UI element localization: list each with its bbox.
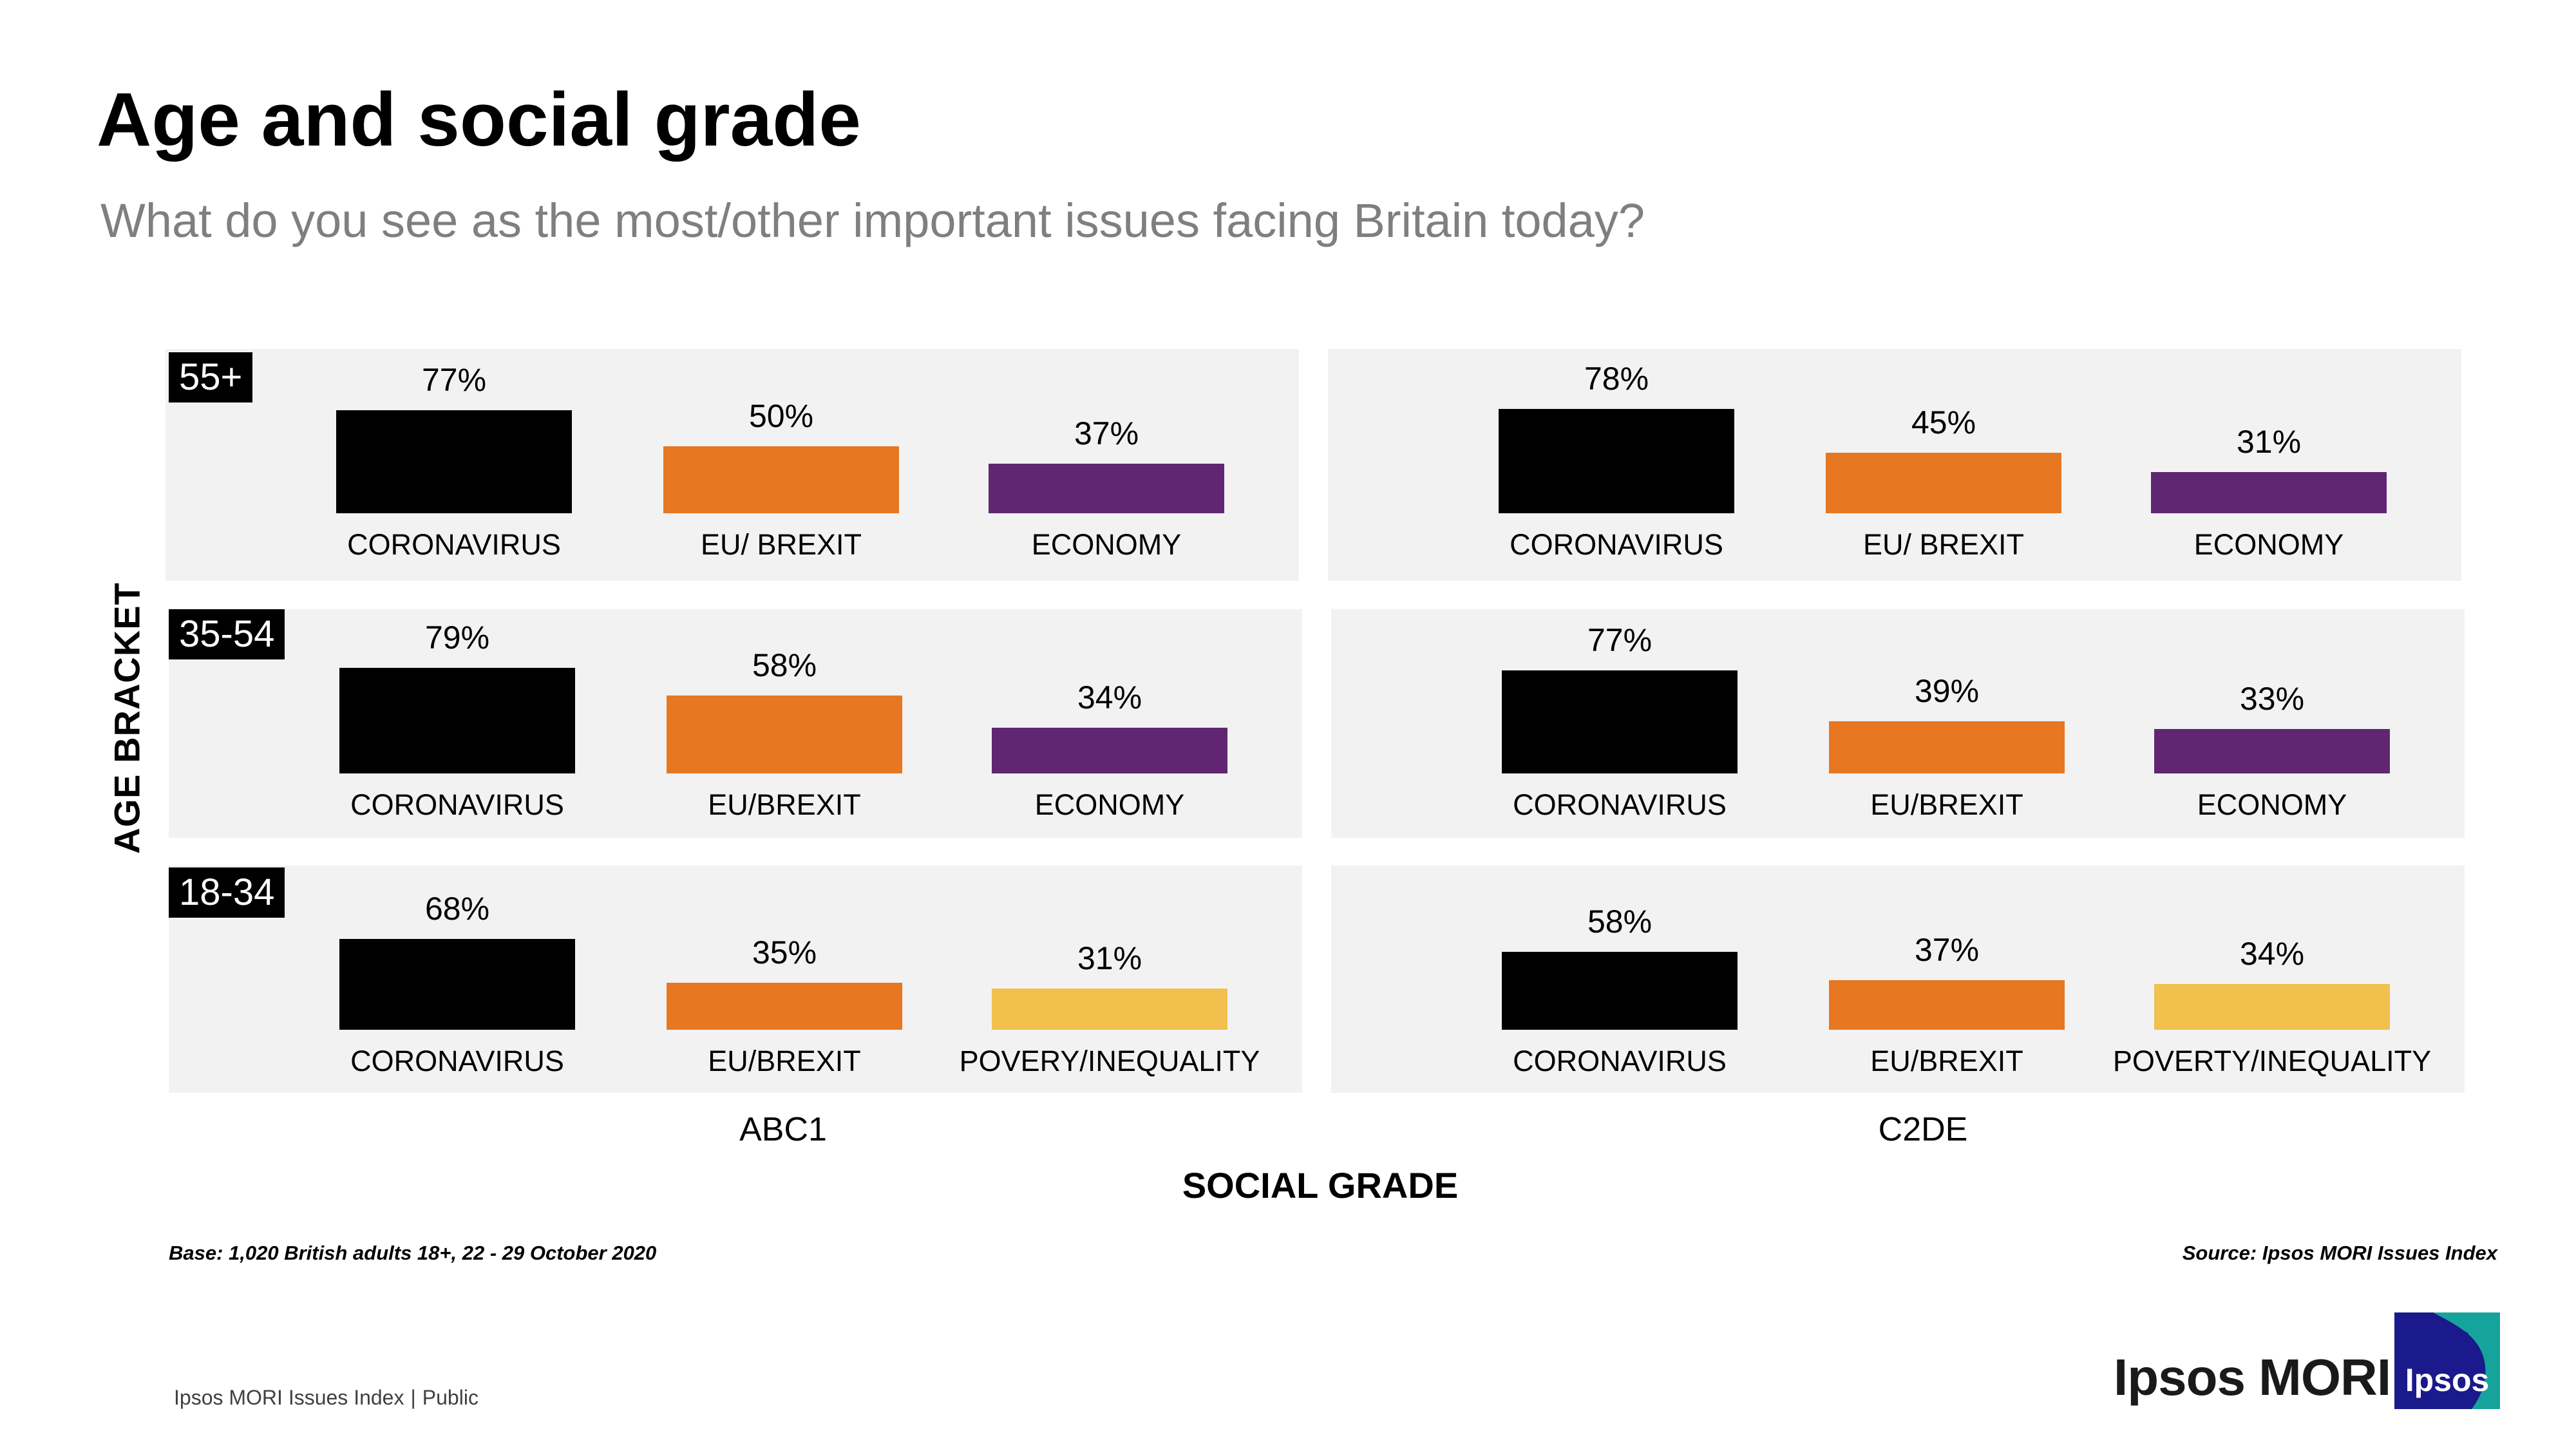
bar-value-label: 39%	[1914, 672, 1980, 709]
bar-brexit	[1826, 453, 2061, 513]
logo-accent-shape	[2433, 1312, 2500, 1409]
bar-category-label: ECONOMY	[2193, 528, 2344, 561]
footer-separator: |	[410, 1386, 416, 1409]
bar-value-label: 33%	[2239, 681, 2305, 717]
bar-category-label: ECONOMY	[2197, 788, 2347, 821]
bar-brexit	[663, 446, 899, 513]
bar-coronavirus	[1502, 670, 1738, 773]
bar-category-label: CORONAVIRUS	[347, 528, 561, 561]
bar-value-label: 34%	[1077, 679, 1142, 716]
bar-coronavirus	[1502, 952, 1738, 1030]
bar-category-label: EU/BREXIT	[1870, 788, 2023, 821]
base-note: Base: 1,020 British adults 18+, 22 - 29 …	[169, 1242, 657, 1264]
bar-coronavirus	[339, 667, 575, 773]
bar-economy	[2151, 471, 2387, 513]
bar-value-label: 31%	[1077, 940, 1142, 976]
source-note: Source: Ipsos MORI Issues Index	[2182, 1242, 2497, 1264]
bar-economy	[992, 728, 1227, 773]
bar-value-label: 68%	[424, 890, 490, 927]
bar-value-label: 79%	[424, 619, 490, 656]
logo-text: Ipsos	[2405, 1362, 2490, 1398]
footer: Ipsos MORI Issues Index | Public	[174, 1386, 478, 1410]
bar-category-label: CORONAVIRUS	[350, 788, 564, 821]
bar-value-label: 45%	[1911, 404, 1976, 441]
bar-category-label: CORONAVIRUS	[350, 1045, 564, 1077]
bar-value-label: 58%	[752, 647, 817, 684]
bar-value-label: 31%	[2236, 423, 2302, 460]
age-bracket-tag: 18-34	[169, 867, 285, 918]
bar-economy	[2154, 729, 2390, 773]
logo-head-shape	[2452, 1331, 2470, 1349]
x-axis-title: SOCIAL GRADE	[1182, 1165, 1459, 1206]
y-axis-title: AGE BRACKET	[106, 582, 147, 854]
bar-value-label: 78%	[1584, 360, 1649, 397]
bar-brexit	[1829, 721, 2065, 773]
bar-economy	[989, 464, 1224, 513]
bar-coronavirus	[336, 410, 572, 513]
bar-coronavirus	[1499, 408, 1734, 513]
bar-category-label: CORONAVIRUS	[1513, 788, 1727, 821]
bar-category-label: EU/BREXIT	[708, 1045, 861, 1077]
brand-wordmark: Ipsos MORI	[2114, 1349, 2391, 1406]
bar-category-label: POVERY/INEQUALITY	[959, 1045, 1260, 1077]
bar-value-label: 58%	[1587, 904, 1653, 940]
bar-brexit	[667, 696, 902, 773]
bar-value-label: 50%	[748, 398, 814, 434]
bar-category-label: CORONAVIRUS	[1510, 528, 1723, 561]
bar-inequality	[2154, 984, 2390, 1030]
bar-brexit	[1829, 980, 2065, 1030]
ipsos-logo: Ipsos	[2394, 1312, 2500, 1409]
bar-category-label: EU/BREXIT	[1870, 1045, 2023, 1077]
age-bracket-tag: 55+	[169, 352, 253, 402]
page-title: Age and social grade	[97, 77, 861, 162]
bar-value-label: 35%	[752, 934, 817, 971]
bar-value-label: 77%	[1587, 621, 1653, 658]
footer-left: Ipsos MORI Issues Index	[174, 1386, 404, 1409]
bar-brexit	[667, 983, 902, 1030]
bar-category-label: ECONOMY	[1031, 528, 1182, 561]
bar-category-label: CORONAVIRUS	[1513, 1045, 1727, 1077]
bar-category-label: ECONOMY	[1034, 788, 1185, 821]
bar-category-label: POVERTY/INEQUALITY	[2112, 1045, 2432, 1077]
page-subtitle: What do you see as the most/other import…	[100, 194, 1645, 247]
age-bracket-tag: 35-54	[169, 609, 285, 659]
bar-category-label: EU/ BREXIT	[700, 528, 862, 561]
footer-right: Public	[422, 1386, 478, 1409]
bar-value-label: 37%	[1074, 415, 1139, 452]
bar-value-label: 77%	[421, 361, 487, 398]
bar-value-label: 37%	[1914, 932, 1980, 969]
bar-inequality	[992, 988, 1227, 1030]
social-grade-label: ABC1	[739, 1111, 827, 1148]
bar-category-label: EU/BREXIT	[708, 788, 861, 821]
social-grade-label: C2DE	[1878, 1111, 1968, 1148]
ipsos-logo-graphic	[2394, 1312, 2500, 1409]
bar-category-label: EU/ BREXIT	[1862, 528, 2025, 561]
bar-value-label: 34%	[2239, 936, 2305, 972]
bar-coronavirus	[339, 938, 575, 1030]
